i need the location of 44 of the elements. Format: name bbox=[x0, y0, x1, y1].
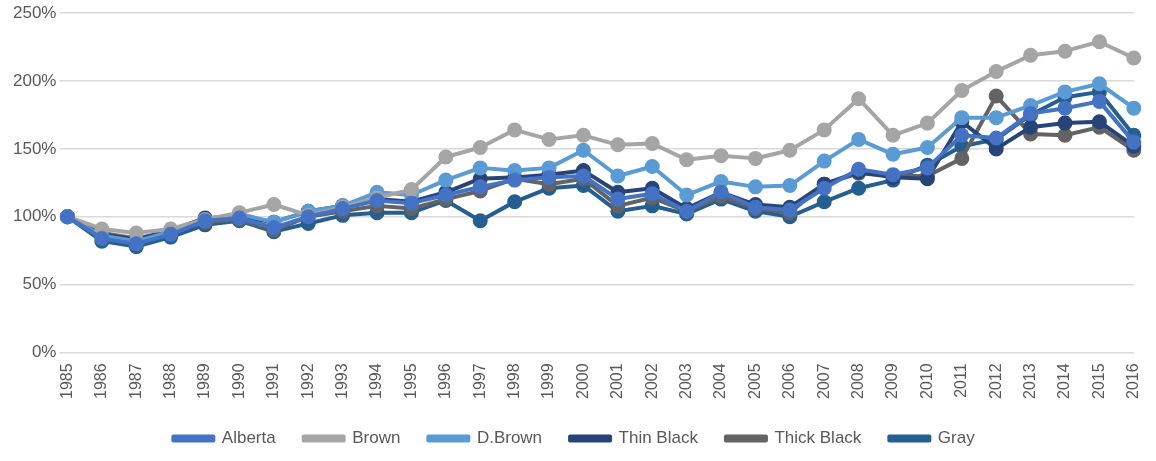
x-tick-label: 1988 bbox=[161, 363, 179, 399]
x-tick-label: 1996 bbox=[436, 363, 454, 399]
x-tick-label: 2014 bbox=[1055, 363, 1073, 399]
x-tick-label: 2015 bbox=[1089, 363, 1107, 399]
x-tick-label: 1992 bbox=[298, 363, 316, 399]
x-tick-label: 2002 bbox=[642, 363, 660, 399]
x-tick-label: 1985 bbox=[57, 363, 75, 399]
x-tick-label: 2003 bbox=[677, 363, 695, 399]
x-tick-label: 2011 bbox=[952, 363, 970, 398]
x-tick-label: 2010 bbox=[917, 363, 935, 399]
x-tick-label: 1997 bbox=[470, 363, 488, 399]
x-tick-label: 1991 bbox=[264, 363, 282, 399]
y-tick-label: 0% bbox=[31, 342, 57, 362]
y-tick-label: 200% bbox=[13, 70, 57, 90]
legend-label: Thin Black bbox=[618, 428, 699, 448]
x-tick-label: 2012 bbox=[986, 363, 1004, 399]
legend-label: Thick Black bbox=[774, 428, 862, 448]
x-tick-label: 1993 bbox=[333, 363, 351, 399]
x-tick-label: 2008 bbox=[849, 363, 867, 399]
x-tick-label: 1986 bbox=[92, 363, 110, 399]
x-tick-label: 2009 bbox=[883, 363, 901, 399]
y-tick-label: 100% bbox=[13, 206, 57, 226]
x-tick-label: 1994 bbox=[367, 363, 385, 399]
x-tick-label: 1999 bbox=[539, 363, 557, 399]
x-tick-label: 2007 bbox=[814, 363, 832, 399]
y-tick-label: 50% bbox=[22, 274, 57, 294]
legend-label: D.Brown bbox=[476, 428, 543, 448]
legend-label: Brown bbox=[352, 428, 401, 448]
x-tick-label: 1989 bbox=[195, 363, 213, 399]
y-tick-label: 150% bbox=[13, 138, 57, 158]
x-tick-label: 2004 bbox=[711, 363, 729, 399]
x-tick-label: 2016 bbox=[1124, 363, 1142, 399]
legend-label: Gray bbox=[937, 428, 976, 448]
x-tick-label: 2000 bbox=[573, 363, 591, 399]
x-tick-label: 2005 bbox=[745, 363, 763, 399]
x-tick-label: 2001 bbox=[608, 363, 626, 399]
x-tick-label: 2013 bbox=[1021, 363, 1039, 399]
x-tick-label: 1998 bbox=[505, 363, 523, 399]
x-tick-label: 1987 bbox=[126, 363, 144, 399]
x-tick-label: 1995 bbox=[401, 363, 419, 399]
legend-label: Alberta bbox=[221, 428, 277, 448]
x-tick-label: 2006 bbox=[780, 363, 798, 399]
x-tick-label: 1990 bbox=[229, 363, 247, 399]
y-tick-label: 250% bbox=[13, 2, 57, 22]
